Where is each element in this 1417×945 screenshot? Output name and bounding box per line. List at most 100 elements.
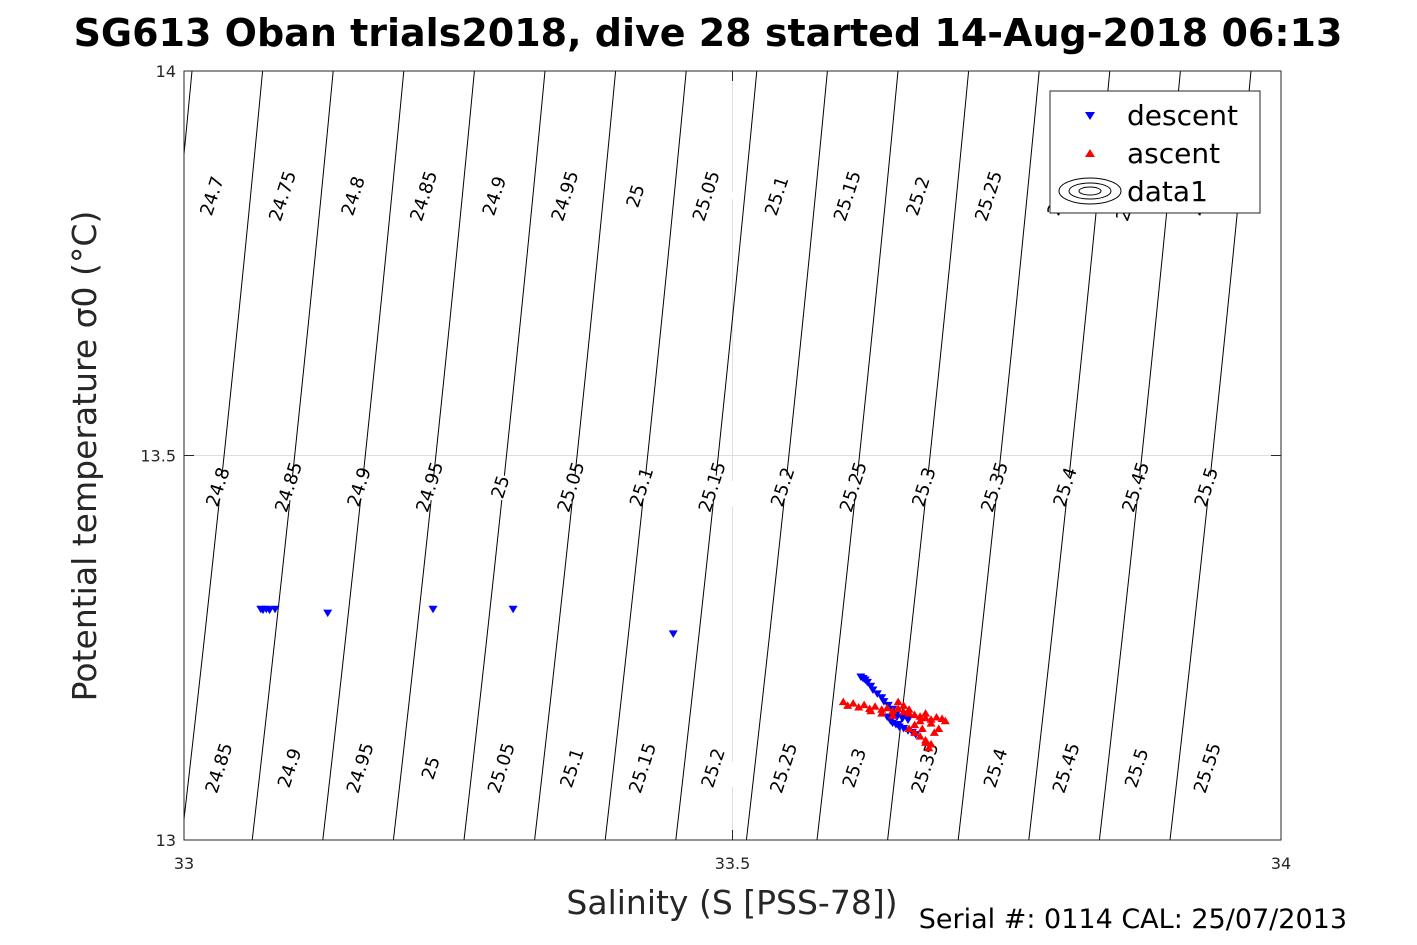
descent-point xyxy=(903,716,913,725)
data-points xyxy=(256,605,950,752)
y-tick-label: 13 xyxy=(156,831,176,850)
ascent-point xyxy=(859,700,869,709)
contour-label-mask xyxy=(254,176,312,216)
contour-labels: 24.7 24.75 24.8 24.85 24.9 24.95 25 25.05 25.1 25… xyxy=(183,168,1236,796)
isopycnal-line xyxy=(675,71,758,840)
isopycnal-line xyxy=(534,71,617,840)
isopycnal-line xyxy=(745,71,828,840)
legend-descent-marker xyxy=(1085,112,1095,120)
contour-label-mask xyxy=(401,467,459,507)
ascent-point xyxy=(915,712,925,720)
ascent-point xyxy=(904,709,914,717)
ascent-point xyxy=(926,715,936,723)
contour-label-mask xyxy=(895,467,953,507)
ascent-point xyxy=(893,697,903,706)
descent-point xyxy=(270,605,280,614)
descent-point xyxy=(265,606,275,615)
contour-label-mask xyxy=(465,176,523,216)
ascent-point xyxy=(882,703,892,712)
contour-label-mask xyxy=(748,176,806,216)
contour-label-mask xyxy=(677,176,735,216)
descent-point xyxy=(893,721,903,729)
ascent-point xyxy=(870,702,880,710)
contour-label-mask xyxy=(395,176,453,216)
contour-label-mask xyxy=(261,748,319,788)
ascent-point xyxy=(917,724,927,732)
contour-label-mask xyxy=(471,467,529,507)
descent-point xyxy=(899,724,909,733)
isopycnal-contours xyxy=(184,71,1252,840)
ascent-point xyxy=(899,707,909,716)
contour-label-mask xyxy=(1107,467,1165,507)
y-tick-label: 13.5 xyxy=(140,447,176,466)
contour-label-mask xyxy=(683,467,741,507)
legend: descent ascent data1 xyxy=(1049,90,1261,214)
contour-label-mask xyxy=(825,748,883,788)
descent-point xyxy=(323,609,333,618)
ascent-point xyxy=(921,738,931,746)
ascent-point xyxy=(921,709,931,717)
chart-title: SG613 Oban trials2018, dive 28 started 1… xyxy=(74,11,1343,55)
contour-label-mask xyxy=(966,467,1024,507)
ascent-point xyxy=(934,724,944,732)
contour-label-mask xyxy=(1177,467,1235,507)
x-tick-label: 33 xyxy=(174,854,194,873)
ascent-point xyxy=(866,706,876,715)
ascent-point xyxy=(899,701,909,709)
contour-label-mask xyxy=(960,176,1018,216)
contour-label-mask xyxy=(536,176,594,216)
ascent-point xyxy=(910,720,920,729)
isopycnal-line xyxy=(887,71,970,840)
legend-box xyxy=(1049,90,1261,214)
ascent-point xyxy=(843,701,853,709)
contour-label-mask xyxy=(543,748,601,788)
descent-point xyxy=(668,630,678,638)
contour-label-mask xyxy=(183,176,241,216)
legend-ascent-label: ascent xyxy=(1127,137,1220,170)
contour-label-mask xyxy=(896,748,954,788)
descent-point xyxy=(508,605,518,614)
ascent-point xyxy=(888,711,898,719)
ascent-point xyxy=(926,719,936,727)
ascent-point xyxy=(929,728,939,736)
ascent-point xyxy=(893,704,903,713)
contour-label-mask xyxy=(330,467,388,507)
contour-label-mask xyxy=(1108,748,1166,788)
descent-point xyxy=(879,698,889,706)
x-axis-label: Salinity (S [PSS-78]) xyxy=(566,883,897,922)
contour-label-mask xyxy=(1036,467,1094,507)
contour-label-mask xyxy=(1037,748,1095,788)
serial-cal-footer: Serial #: 0114 CAL: 25/07/2013 xyxy=(919,904,1347,935)
descent-point xyxy=(872,690,882,698)
y-axis-label: Potential temperature σ0 (°C) xyxy=(65,211,104,702)
ascent-point xyxy=(877,709,887,717)
isopycnal-line xyxy=(957,71,1040,840)
ascent-point xyxy=(915,732,925,740)
contour-label-mask xyxy=(889,176,947,216)
x-tick-label: 33.5 xyxy=(715,854,751,873)
x-tick-label: 34 xyxy=(1271,854,1291,873)
isopycnal-line xyxy=(463,71,546,840)
contour-label-mask xyxy=(331,748,389,788)
contour-label-mask xyxy=(189,467,247,507)
ascent-point xyxy=(932,712,942,721)
contour-label-mask xyxy=(684,748,742,788)
contour-label-mask xyxy=(402,748,460,788)
ascent-point xyxy=(904,705,914,713)
isopycnal-line xyxy=(184,71,264,824)
contour-label-mask xyxy=(614,748,672,788)
isopycnal-line xyxy=(816,71,899,840)
isopycnal-line xyxy=(322,71,405,840)
contour-label-mask xyxy=(1178,748,1236,788)
descent-point xyxy=(428,605,438,614)
descent-point xyxy=(866,682,876,691)
contour-label-mask xyxy=(472,748,530,788)
ascent-point xyxy=(888,706,898,715)
contour-label-mask xyxy=(190,748,248,788)
descent-point xyxy=(862,678,872,687)
ascent-point xyxy=(854,702,864,711)
isopycnal-line xyxy=(392,71,475,840)
ascent-point xyxy=(838,697,848,706)
axis-ticks: 33 33.5 34 13 13.5 14 xyxy=(140,62,1291,873)
ascent-point xyxy=(940,716,950,725)
